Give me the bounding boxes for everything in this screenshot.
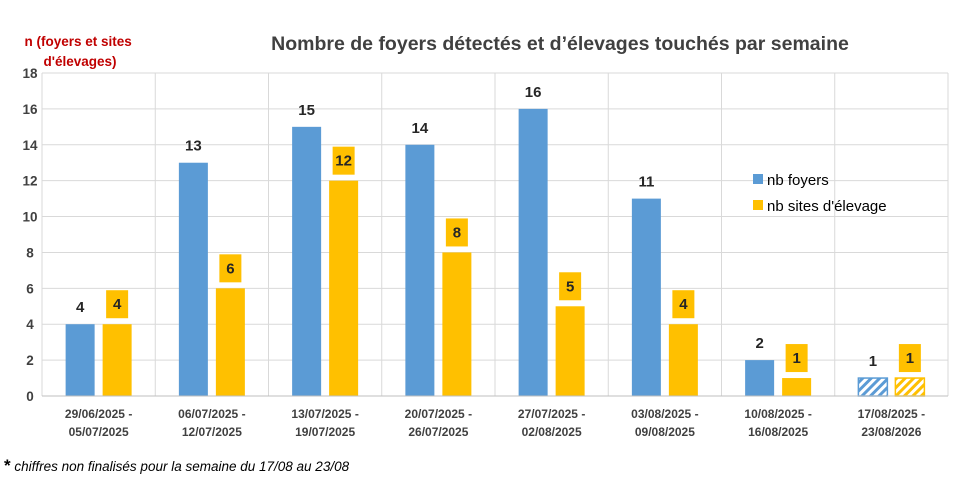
data-label-nb-sites: 1	[906, 350, 914, 367]
bar-nb-sites	[894, 377, 926, 397]
bar-nb-foyers	[857, 377, 889, 397]
legend-swatch-nb-sites	[753, 200, 763, 210]
x-tick-label-line: 10/08/2025 -	[744, 407, 811, 421]
y-tick-label: 2	[26, 353, 34, 368]
x-tick-label-line: 02/08/2025	[522, 425, 582, 439]
legend: nb foyers nb sites d'élevage	[753, 172, 887, 215]
data-label-box-nb-sites	[332, 146, 355, 175]
x-tick-label: 10/08/2025 - 16/08/2025	[744, 407, 811, 439]
y-tick-label: 10	[22, 210, 37, 225]
chart-title: Nombre de foyers détectés et d’élevages …	[271, 33, 849, 55]
data-label-nb-foyers: 1	[869, 353, 877, 370]
data-label-box-nb-sites	[559, 272, 582, 301]
bar-nb-sites	[215, 288, 245, 396]
legend-label-nb-sites: nb sites d'élevage	[767, 198, 887, 215]
y-tick-label: 4	[26, 317, 34, 332]
bar-nb-foyers	[292, 126, 322, 396]
x-tick-label: 03/08/2025 - 09/08/2025	[631, 407, 698, 439]
bar-nb-foyers	[405, 144, 435, 396]
footnote-text: chiffres non finalisés pour la semaine d…	[10, 459, 350, 474]
data-label-box-nb-sites	[672, 290, 695, 319]
data-label-box-nb-sites	[898, 344, 921, 373]
footnote-marker: *	[4, 456, 11, 475]
x-tick-label: 13/07/2025 - 19/07/2025	[291, 407, 358, 439]
data-label-box-nb-sites	[106, 290, 129, 319]
data-label-nb-foyers: 16	[525, 84, 542, 101]
y-axis-title-line-2: d'élevages)	[44, 54, 117, 69]
data-label-box-nb-sites	[219, 254, 242, 283]
data-label-nb-foyers: 14	[412, 120, 429, 137]
x-tick-label: 06/07/2025 - 12/07/2025	[178, 407, 245, 439]
y-tick-label: 18	[22, 66, 38, 81]
data-label-nb-foyers: 13	[185, 138, 202, 155]
bar-nb-foyers	[631, 198, 661, 396]
x-tick-label-line: 12/07/2025	[182, 425, 242, 439]
y-axis-title: n (foyers et sites d'élevages)	[24, 34, 135, 69]
bar-nb-foyers	[65, 324, 95, 396]
bar-nb-foyers	[745, 360, 775, 396]
x-tick-label-line: 05/07/2025	[69, 425, 129, 439]
x-tick-label-line: 06/07/2025 -	[178, 407, 245, 421]
data-label-nb-sites: 1	[792, 350, 800, 367]
y-tick-label: 16	[22, 102, 38, 117]
bar-nb-sites	[329, 180, 359, 396]
bar-nb-sites	[102, 324, 132, 396]
data-label-nb-foyers: 4	[76, 299, 85, 316]
data-label-box-nb-sites	[785, 344, 808, 373]
y-tick-label: 6	[26, 281, 34, 296]
x-tick-label-line: 27/07/2025 -	[518, 407, 585, 421]
y-tick-label: 0	[26, 389, 34, 404]
data-label-nb-sites: 4	[113, 296, 122, 313]
x-tick-label: 29/06/2025 - 05/07/2025	[65, 407, 132, 439]
data-label-nb-sites: 12	[335, 153, 352, 170]
data-label-nb-foyers: 2	[755, 335, 763, 352]
x-tick-label-line: 17/08/2025 -	[858, 407, 925, 421]
x-tick-label-line: 26/07/2025	[408, 425, 468, 439]
legend-swatch-nb-foyers	[753, 174, 763, 184]
data-label-box-nb-sites	[445, 218, 468, 247]
x-tick-label-line: 23/08/2026	[861, 425, 921, 439]
bar-nb-sites	[668, 324, 698, 396]
y-tick-label: 8	[26, 245, 34, 260]
bar-nb-sites	[555, 306, 585, 396]
data-label-nb-sites: 6	[226, 260, 234, 277]
x-tick-label-line: 29/06/2025 -	[65, 407, 132, 421]
x-tick-label-line: 16/08/2025	[748, 425, 808, 439]
footnote: * chiffres non finalisés pour la semaine…	[4, 456, 349, 476]
data-label-nb-sites: 5	[566, 278, 574, 295]
legend-label-nb-foyers: nb foyers	[767, 172, 829, 189]
x-tick-label-line: 09/08/2025	[635, 425, 695, 439]
x-tick-label-line: 13/07/2025 -	[291, 407, 358, 421]
y-tick-label: 12	[22, 174, 37, 189]
x-tick-label: 17/08/2025 - 23/08/2026	[858, 407, 925, 439]
x-tick-label-line: 03/08/2025 -	[631, 407, 698, 421]
x-tick-label-line: 19/07/2025	[295, 425, 355, 439]
x-tick-label-line: 20/07/2025 -	[405, 407, 472, 421]
bar-nb-foyers	[178, 162, 208, 396]
y-axis-title-line-1: n (foyers et sites	[24, 34, 131, 49]
bar-nb-foyers	[518, 108, 548, 396]
x-tick-label: 27/07/2025 - 02/08/2025	[518, 407, 585, 439]
y-tick-label: 14	[22, 138, 38, 153]
bar-nb-sites	[782, 378, 812, 396]
x-tick-label: 20/07/2025 - 26/07/2025	[405, 407, 472, 439]
data-label-nb-foyers: 15	[298, 102, 315, 119]
data-label-nb-sites: 4	[679, 296, 688, 313]
data-label-nb-sites: 8	[453, 224, 461, 241]
data-label-nb-foyers: 11	[638, 174, 654, 191]
bar-nb-sites	[442, 252, 472, 396]
